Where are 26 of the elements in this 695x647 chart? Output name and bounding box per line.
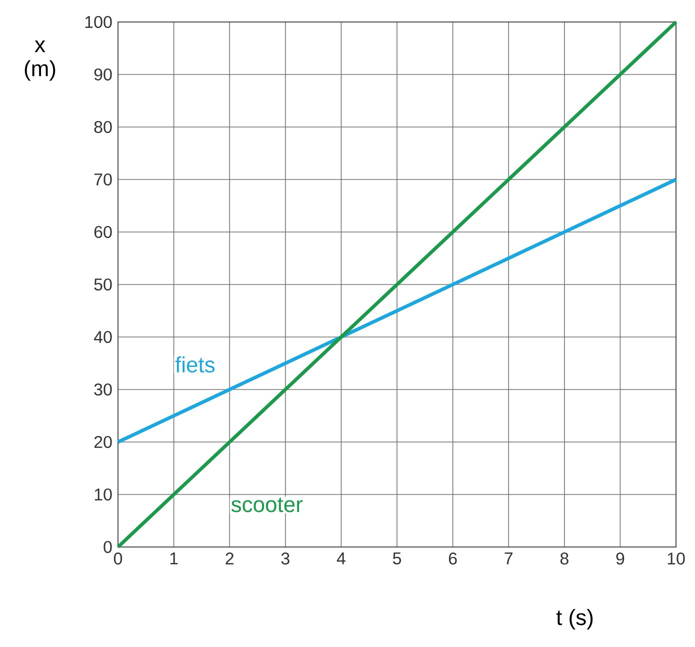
y-tick-label: 100 [85, 16, 112, 28]
y-axis-title: x (m) [24, 40, 56, 81]
y-tick-label: 0 [104, 540, 112, 554]
x-tick-label: 7 [504, 552, 512, 564]
x-tick-label: 9 [616, 552, 624, 565]
x-tick-label: 0 [114, 552, 122, 565]
y-tick-label: 60 [94, 226, 112, 238]
x-tick-label: 8 [560, 552, 568, 565]
x-tick-label: 2 [226, 552, 234, 564]
x-tick-label: 3 [281, 552, 290, 565]
y-tick-label: 10 [94, 488, 112, 501]
y-tick-label: 40 [94, 330, 112, 344]
y-tick-label: 30 [94, 383, 112, 396]
y-tick-label: 50 [94, 278, 112, 291]
series-label: scooter [231, 498, 303, 512]
x-tick-label: 6 [448, 552, 457, 565]
y-tick-label: 90 [94, 68, 112, 81]
y-tick-label: 80 [94, 120, 112, 134]
x-axis-title: t (s) [556, 609, 593, 630]
y-tick-label: 20 [94, 436, 112, 448]
x-tick-label: 5 [392, 552, 402, 564]
x-tick-label: 10 [668, 552, 685, 565]
series-label: fiets [175, 356, 215, 373]
y-tick-label: 70 [94, 173, 112, 186]
x-tick-label: 4 [336, 552, 346, 564]
x-tick-label: 1 [170, 552, 178, 564]
